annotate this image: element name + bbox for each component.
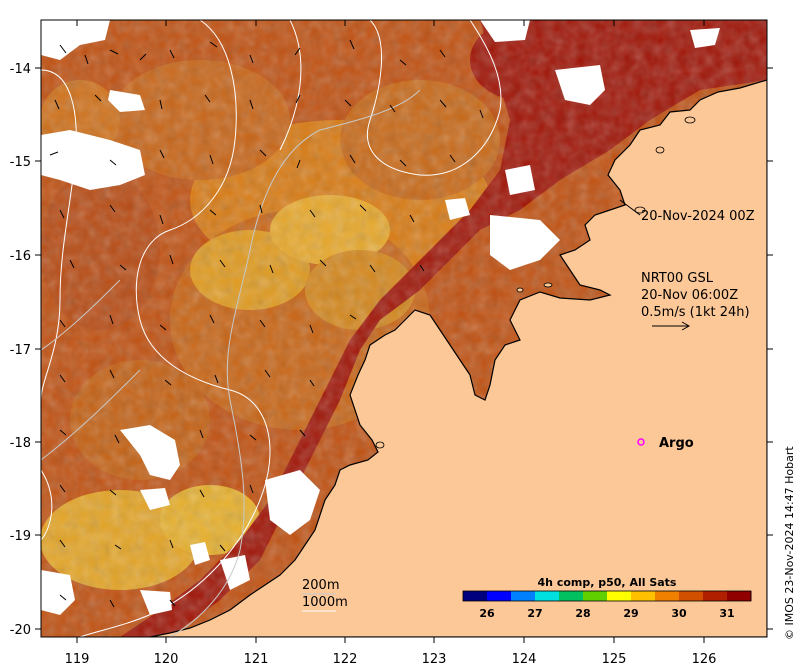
land-mass: [149, 79, 767, 637]
colorbar-tick-label: 30: [671, 607, 687, 620]
isobath-200m: [41, 89, 421, 637]
colorbar-swatch: [607, 591, 632, 601]
lon-label: 125: [602, 652, 627, 667]
isobath-1000m: [41, 20, 502, 637]
lon-label: 126: [692, 652, 717, 667]
lat-label: -20: [10, 623, 31, 638]
current-scale: 0.5m/s (1kt 24h): [641, 305, 750, 320]
latitude-ticks: [35, 67, 773, 630]
lat-label: -18: [10, 436, 31, 451]
time-label: 20-Nov-2024 00Z: [641, 209, 755, 224]
map-frame: [40, 19, 768, 638]
latitude-labels: -14 -15 -16 -17 -18 -19 -20: [10, 62, 31, 638]
colorbar-border: [462, 590, 752, 602]
lat-label: -17: [10, 343, 31, 358]
colorbar-swatch: [559, 591, 584, 601]
lon-label: 123: [422, 652, 447, 667]
colorbar-swatch: [583, 591, 608, 601]
lon-label: 122: [333, 652, 358, 667]
current-scale-arrow: [652, 321, 691, 331]
lat-label: -19: [10, 529, 31, 544]
colorbar-ticks: 26 27 28 29 30 31: [479, 607, 734, 620]
colorbar-tick-label: 27: [527, 607, 542, 620]
time-label-leader: [619, 199, 641, 216]
colorbar: 4h comp, p50, All Sats 26 27 28 29 30 31: [455, 576, 760, 627]
colorbar-swatch: [703, 591, 728, 601]
colorbar-swatch: [631, 591, 656, 601]
colorbar-tick-label: 28: [575, 607, 590, 620]
longitude-ticks: [76, 20, 705, 643]
colorbar-swatch: [511, 591, 536, 601]
map-plot-area: [41, 20, 767, 637]
argo-marker: [637, 438, 645, 446]
colorbar-tick-label: 26: [479, 607, 495, 620]
argo-label: Argo: [659, 436, 694, 451]
lat-label: -14: [10, 62, 31, 77]
lon-label: 124: [512, 652, 537, 667]
lon-label: 121: [244, 652, 269, 667]
colorbar-tick-label: 29: [623, 607, 638, 620]
islands: [375, 116, 696, 449]
lon-label: 120: [154, 652, 179, 667]
current-vectors: [49, 39, 484, 608]
colorbar-tick-label: 31: [719, 607, 734, 620]
colorbar-swatch: [655, 591, 680, 601]
lat-label: -16: [10, 249, 31, 264]
isobath-200-label: 200m: [302, 578, 339, 593]
credit-text: © IMOS 23-Nov-2024 14:47 Hobart: [783, 446, 796, 640]
lat-label: -15: [10, 155, 31, 170]
colorbar-swatches: [463, 591, 752, 601]
colorbar-swatch: [463, 591, 488, 601]
colorbar-panel: [455, 577, 760, 627]
current-title: NRT00 GSL: [641, 271, 714, 286]
colorbar-swatch: [727, 591, 752, 601]
colorbar-swatch: [535, 591, 560, 601]
current-time: 20-Nov 06:00Z: [641, 288, 738, 303]
colorbar-swatch: [487, 591, 512, 601]
colorbar-title: 4h comp, p50, All Sats: [538, 576, 677, 589]
isobath-1000-label: 1000m: [302, 595, 348, 610]
colorbar-swatch: [679, 591, 704, 601]
lon-label: 119: [65, 652, 90, 667]
longitude-labels: 119 120 121 122 123 124 125 126: [65, 652, 717, 667]
